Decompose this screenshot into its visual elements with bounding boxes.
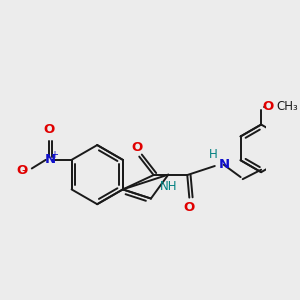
- Text: N: N: [219, 158, 230, 171]
- Text: NH: NH: [160, 180, 177, 193]
- Text: CH₃: CH₃: [277, 100, 298, 113]
- Text: O: O: [132, 141, 143, 154]
- Text: N: N: [44, 153, 56, 167]
- Text: O: O: [16, 164, 28, 177]
- Text: +: +: [50, 149, 59, 160]
- Text: O: O: [184, 201, 195, 214]
- Text: -: -: [21, 164, 26, 177]
- Text: O: O: [262, 100, 273, 113]
- Text: O: O: [44, 123, 55, 136]
- Text: H: H: [209, 148, 218, 161]
